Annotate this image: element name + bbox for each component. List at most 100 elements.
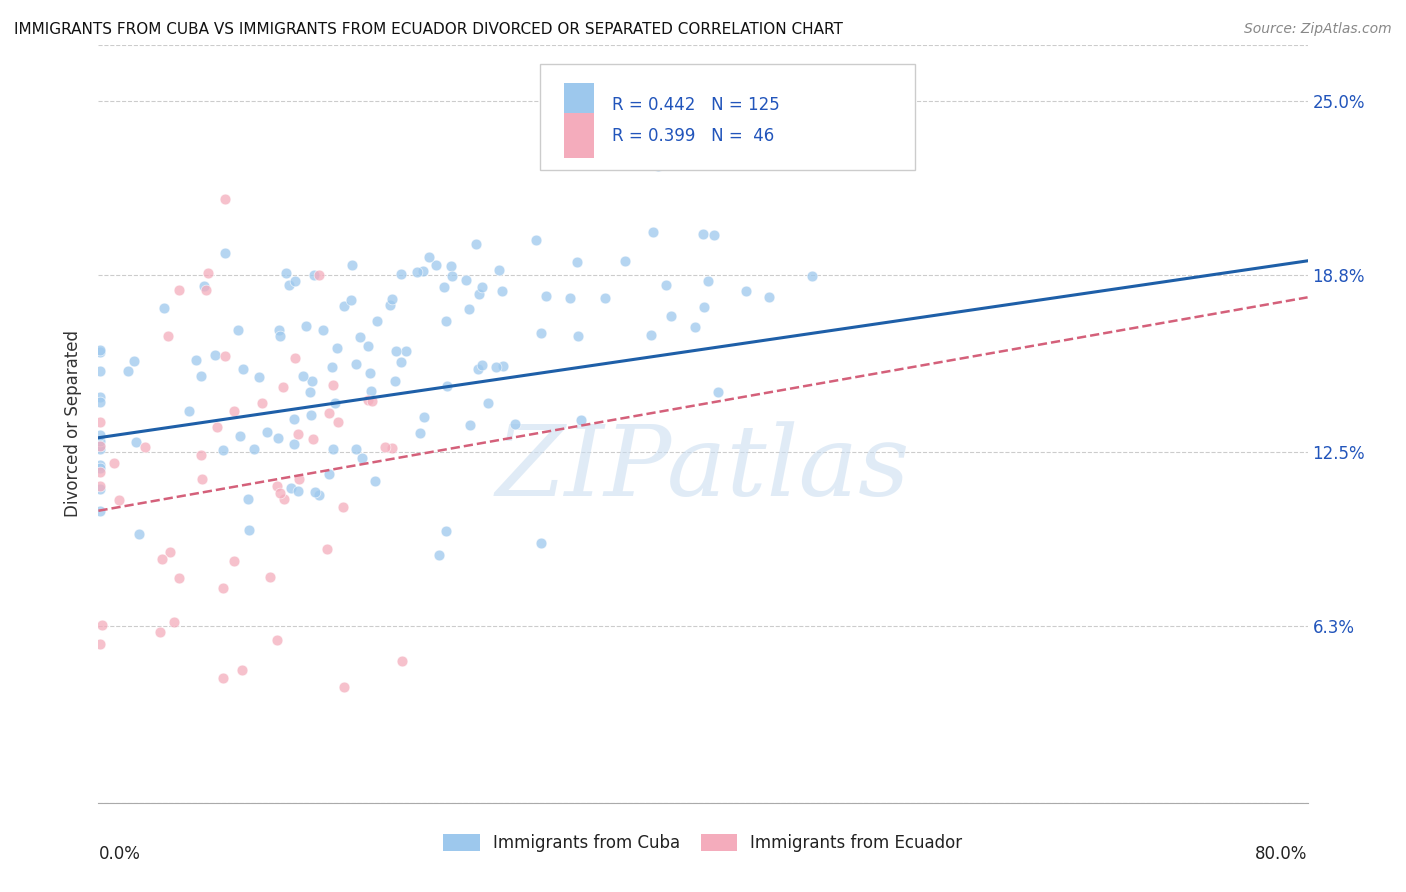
Point [692,227,714,241]
Point [284,274,307,288]
Point [360,384,382,399]
Point [560,291,582,305]
Point [326,341,349,355]
Point [190,369,212,384]
Point [266,632,288,647]
Point [333,299,356,313]
Point [153,301,176,315]
Point [243,442,266,456]
FancyBboxPatch shape [564,113,595,159]
Point [434,314,457,328]
Point [231,663,253,677]
Point [276,266,298,280]
Point [89,428,111,442]
Point [134,440,156,454]
Point [389,267,412,281]
Point [205,420,228,434]
Point [89,363,111,377]
Point [301,409,323,423]
Text: 0.0%: 0.0% [98,845,141,863]
Point [193,279,215,293]
Point [441,269,464,284]
Point [117,364,139,378]
Point [287,426,309,441]
Point [530,326,553,340]
Point [238,523,260,537]
Point [89,439,111,453]
Point [159,545,181,559]
Point [267,431,290,445]
Point [433,279,456,293]
Legend: Immigrants from Cuba, Immigrants from Ecuador: Immigrants from Cuba, Immigrants from Ec… [437,828,969,859]
Point [485,360,508,375]
Point [425,258,447,272]
Point [190,472,212,486]
Point [380,298,402,312]
Point [89,415,111,429]
Point [167,283,190,297]
Point [298,385,321,400]
Text: R = 0.399   N =  46: R = 0.399 N = 46 [613,127,775,145]
Point [108,492,131,507]
Point [458,417,481,432]
Point [697,274,720,288]
Point [236,491,259,506]
Point [280,482,302,496]
Point [304,485,326,500]
Point [454,273,477,287]
Point [283,437,305,451]
Point [693,300,716,314]
Y-axis label: Divorced or Separated: Divorced or Separated [65,330,83,517]
Point [89,465,111,479]
Point [89,439,111,453]
Point [211,442,233,457]
Point [122,353,145,368]
Text: 80.0%: 80.0% [1256,845,1308,863]
Text: ZIPatlas: ZIPatlas [496,422,910,516]
Text: R = 0.442   N = 125: R = 0.442 N = 125 [613,96,780,114]
Point [322,442,344,457]
Point [434,524,457,538]
Point [89,390,111,404]
Point [214,192,236,206]
Point [357,338,380,352]
Point [364,474,387,488]
Point [89,343,111,358]
Point [706,385,728,400]
Point [214,349,236,363]
Point [406,265,429,279]
Point [226,322,249,336]
Point [157,329,180,343]
Point [418,250,440,264]
Point [593,291,616,305]
Point [389,355,412,369]
Point [256,425,278,440]
Point [458,302,481,317]
Point [385,343,408,358]
Point [184,352,207,367]
Point [89,394,111,409]
Point [567,328,589,343]
Point [89,434,111,448]
Point [229,429,252,443]
Point [214,245,236,260]
Point [149,624,172,639]
Point [259,569,281,583]
Point [477,396,499,410]
Point [247,369,270,384]
Point [266,479,288,493]
Point [439,259,461,273]
Point [250,395,273,409]
Point [381,292,404,306]
Point [269,328,291,343]
Point [488,262,510,277]
Point [277,278,299,293]
Point [308,268,330,283]
Point [647,159,669,173]
Point [565,255,588,269]
Point [128,526,150,541]
Point [357,393,380,408]
Point [318,406,340,420]
Point [524,233,547,247]
Point [89,461,111,475]
